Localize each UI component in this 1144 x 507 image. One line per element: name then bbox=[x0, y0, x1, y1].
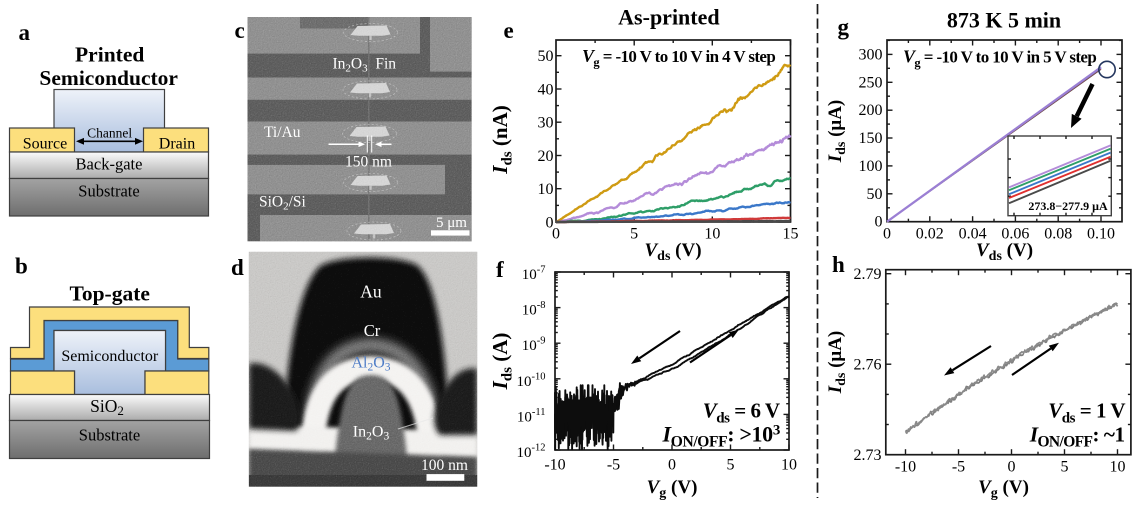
svg-text:Al2O3: Al2O3 bbox=[351, 355, 390, 374]
svg-text:0: 0 bbox=[883, 226, 891, 243]
svg-text:-10: -10 bbox=[544, 457, 565, 474]
svg-text:Vds (V): Vds (V) bbox=[644, 240, 701, 264]
svg-text:Vds = 6 V: Vds = 6 V bbox=[703, 399, 780, 427]
svg-text:200: 200 bbox=[859, 102, 883, 119]
svg-text:100 nm: 100 nm bbox=[421, 457, 468, 474]
svg-text:Back-gate: Back-gate bbox=[76, 154, 143, 173]
svg-text:15: 15 bbox=[782, 226, 798, 243]
svg-text:40: 40 bbox=[538, 81, 554, 98]
svg-text:Drain: Drain bbox=[159, 136, 195, 153]
svg-text:e: e bbox=[504, 18, 514, 43]
svg-text:10: 10 bbox=[1110, 459, 1126, 476]
svg-text:Ids (A): Ids (A) bbox=[488, 333, 516, 391]
svg-text:Cr: Cr bbox=[364, 321, 381, 340]
svg-text:10-10: 10-10 bbox=[517, 371, 546, 390]
svg-text:273.8−277.9 μA: 273.8−277.9 μA bbox=[1028, 199, 1108, 213]
svg-text:ION/OFF: >103: ION/OFF: >103 bbox=[662, 422, 780, 451]
svg-text:50: 50 bbox=[867, 186, 883, 203]
svg-text:873 K 5 min: 873 K 5 min bbox=[947, 8, 1061, 33]
svg-text:250: 250 bbox=[859, 74, 883, 91]
svg-text:0: 0 bbox=[875, 214, 883, 231]
svg-text:Source: Source bbox=[23, 136, 67, 153]
svg-text:Ti/Au: Ti/Au bbox=[264, 124, 301, 141]
svg-text:150 nm: 150 nm bbox=[345, 154, 392, 171]
svg-text:Top-gate: Top-gate bbox=[69, 281, 149, 305]
svg-text:g: g bbox=[838, 15, 850, 40]
svg-text:300: 300 bbox=[859, 46, 883, 63]
svg-text:2.79: 2.79 bbox=[854, 266, 882, 283]
svg-text:Ids (μA): Ids (μA) bbox=[825, 100, 849, 164]
svg-text:Vds (V): Vds (V) bbox=[976, 240, 1033, 264]
svg-text:b: b bbox=[15, 254, 28, 279]
svg-text:5: 5 bbox=[1061, 459, 1069, 476]
svg-text:Ids (μA): Ids (μA) bbox=[825, 331, 849, 395]
svg-text:5: 5 bbox=[630, 226, 638, 243]
svg-text:150: 150 bbox=[859, 130, 883, 147]
svg-text:Printed: Printed bbox=[75, 42, 144, 66]
svg-text:Vg (V): Vg (V) bbox=[978, 477, 1029, 501]
svg-text:10-11: 10-11 bbox=[517, 407, 546, 426]
svg-text:-5: -5 bbox=[952, 459, 965, 476]
svg-text:a: a bbox=[19, 20, 31, 45]
svg-text:-5: -5 bbox=[607, 457, 620, 474]
svg-text:5 μm: 5 μm bbox=[436, 215, 467, 231]
svg-text:10-12: 10-12 bbox=[517, 443, 546, 462]
svg-text:10: 10 bbox=[704, 226, 720, 243]
svg-text:10-8: 10-8 bbox=[522, 300, 546, 319]
svg-text:Substrate: Substrate bbox=[78, 181, 139, 200]
svg-text:d: d bbox=[231, 255, 244, 280]
svg-text:10-9: 10-9 bbox=[522, 336, 546, 355]
svg-text:Channel: Channel bbox=[87, 126, 132, 141]
svg-text:0.06: 0.06 bbox=[1001, 226, 1029, 243]
svg-text:SiO2: SiO2 bbox=[90, 396, 124, 418]
svg-text:50: 50 bbox=[538, 48, 554, 65]
svg-text:Vg = -10 V to 10 V in 4 V step: Vg = -10 V to 10 V in 4 V step bbox=[582, 46, 775, 70]
svg-text:10: 10 bbox=[538, 181, 554, 198]
svg-text:0.10: 0.10 bbox=[1087, 226, 1115, 243]
svg-text:-10: -10 bbox=[895, 459, 916, 476]
svg-text:Semiconductor: Semiconductor bbox=[61, 348, 159, 365]
svg-text:In2O3: In2O3 bbox=[353, 424, 390, 443]
svg-text:h: h bbox=[832, 252, 845, 277]
svg-text:2.76: 2.76 bbox=[854, 356, 882, 373]
svg-text:As-printed: As-printed bbox=[618, 4, 719, 29]
svg-text:0: 0 bbox=[1008, 459, 1016, 476]
svg-text:Ids (nA): Ids (nA) bbox=[488, 105, 516, 174]
svg-text:0.04: 0.04 bbox=[959, 226, 987, 243]
svg-text:Vg = -10 V to 10 V in 5 V step: Vg = -10 V to 10 V in 5 V step bbox=[903, 46, 1096, 70]
svg-text:Vds = 1 V: Vds = 1 V bbox=[1048, 399, 1125, 427]
svg-text:0.02: 0.02 bbox=[916, 226, 944, 243]
svg-text:10-7: 10-7 bbox=[522, 265, 546, 284]
svg-text:SiO2/Si: SiO2/Si bbox=[259, 194, 307, 213]
svg-text:0.08: 0.08 bbox=[1044, 226, 1072, 243]
svg-text:c: c bbox=[235, 18, 245, 43]
svg-text:100: 100 bbox=[859, 158, 883, 175]
svg-text:0: 0 bbox=[546, 214, 554, 231]
svg-text:f: f bbox=[496, 257, 504, 282]
svg-text:0: 0 bbox=[552, 226, 560, 243]
svg-text:ION/OFF: ~1: ION/OFF: ~1 bbox=[1029, 422, 1125, 450]
svg-text:10: 10 bbox=[781, 457, 797, 474]
svg-text:Semiconductor: Semiconductor bbox=[39, 66, 178, 90]
svg-text:0: 0 bbox=[668, 457, 676, 474]
svg-text:Substrate: Substrate bbox=[79, 426, 140, 445]
svg-text:Au: Au bbox=[360, 282, 382, 302]
svg-text:2.73: 2.73 bbox=[854, 447, 882, 464]
svg-text:Vg (V): Vg (V) bbox=[647, 477, 698, 501]
svg-text:5: 5 bbox=[727, 457, 735, 474]
svg-text:30: 30 bbox=[538, 115, 554, 132]
svg-text:20: 20 bbox=[538, 148, 554, 165]
